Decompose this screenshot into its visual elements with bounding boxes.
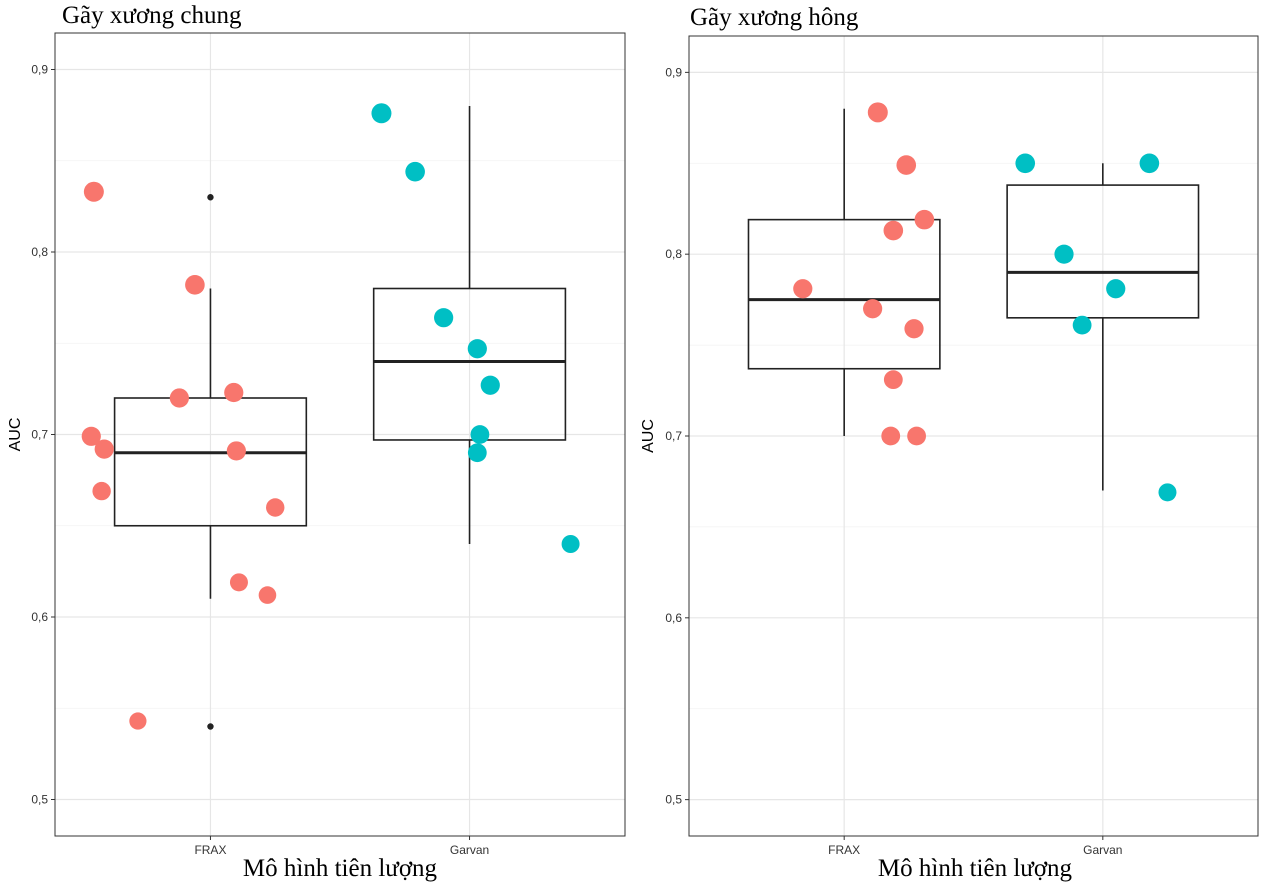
x-axis-title: Mô hình tiên lượng — [243, 855, 438, 882]
x-axis-title: Mô hình tiên lượng — [878, 855, 1073, 882]
panel-title: Gãy xương hông — [690, 4, 859, 31]
data-point-frax — [904, 319, 924, 339]
data-point-frax — [226, 441, 246, 461]
y-tick-label: 0,9 — [665, 65, 682, 79]
data-point-frax — [907, 426, 926, 446]
x-tick-label-garvan: Garvan — [1083, 843, 1122, 857]
data-point-frax — [258, 586, 277, 604]
data-point-frax — [883, 220, 904, 241]
y-tick-label: 0,6 — [31, 610, 48, 624]
panel-right: 0,5 0,6 0,7 0,8 0,9 FRAX Garvan Gãy xương hông M… — [640, 4, 1259, 882]
x-tick-label-garvan: Garvan — [450, 843, 489, 857]
data-point-garvan — [1054, 244, 1074, 264]
data-point-garvan — [1072, 315, 1092, 335]
data-point-frax — [883, 370, 903, 390]
data-point-frax — [224, 382, 244, 403]
y-tick-label: 0,8 — [665, 247, 682, 261]
box-garvan — [372, 287, 567, 441]
y-tick-label: 0,7 — [665, 429, 682, 443]
box-frax — [747, 218, 941, 370]
data-point-frax — [129, 712, 147, 730]
data-point-garvan — [470, 425, 490, 444]
data-point-frax — [793, 279, 813, 299]
data-point-frax — [867, 102, 888, 123]
data-point-frax — [94, 439, 114, 459]
data-point-garvan — [1139, 153, 1160, 174]
data-point-garvan — [480, 375, 500, 395]
y-axis-title: AUC — [7, 418, 24, 452]
y-tick-label: 0,5 — [665, 793, 682, 807]
outlier-point — [207, 723, 214, 730]
data-point-garvan — [371, 103, 392, 124]
panel-border — [688, 35, 1259, 837]
y-tick-label: 0,8 — [31, 245, 48, 259]
panel-title: Gãy xương chung — [62, 2, 242, 29]
y-axis-title: AUC — [640, 419, 657, 453]
data-point-frax — [92, 481, 111, 501]
data-point-garvan — [1158, 483, 1177, 502]
data-point-garvan — [467, 339, 487, 359]
x-tick-label-frax: FRAX — [194, 843, 226, 857]
outlier-point — [207, 194, 214, 201]
data-point-garvan — [434, 308, 454, 328]
data-point-frax — [914, 209, 935, 230]
data-point-garvan — [561, 535, 580, 553]
y-tick-label: 0,6 — [665, 611, 682, 625]
data-point-frax — [169, 388, 189, 408]
y-tick-label: 0,5 — [31, 793, 48, 807]
data-point-frax — [229, 573, 248, 592]
panel-left: 0,5 0,6 0,7 0,8 0,9 FRAX Garvan Gãy xương chung… — [7, 2, 626, 882]
data-point-frax — [896, 155, 917, 175]
data-point-frax — [266, 498, 285, 517]
data-point-garvan — [467, 443, 487, 463]
data-point-frax — [881, 426, 901, 446]
data-point-garvan — [1106, 279, 1126, 299]
data-point-frax — [81, 426, 101, 446]
data-point-garvan — [1015, 153, 1036, 174]
box-frax — [113, 397, 308, 527]
y-tick-label: 0,9 — [31, 63, 48, 77]
data-point-frax — [83, 181, 104, 202]
box-garvan — [1006, 184, 1200, 319]
panel-border — [54, 32, 626, 837]
data-point-frax — [863, 299, 883, 319]
x-tick-label-frax: FRAX — [828, 843, 860, 857]
data-point-garvan — [405, 161, 425, 182]
data-point-frax — [185, 275, 205, 295]
y-tick-label: 0,7 — [31, 428, 48, 442]
